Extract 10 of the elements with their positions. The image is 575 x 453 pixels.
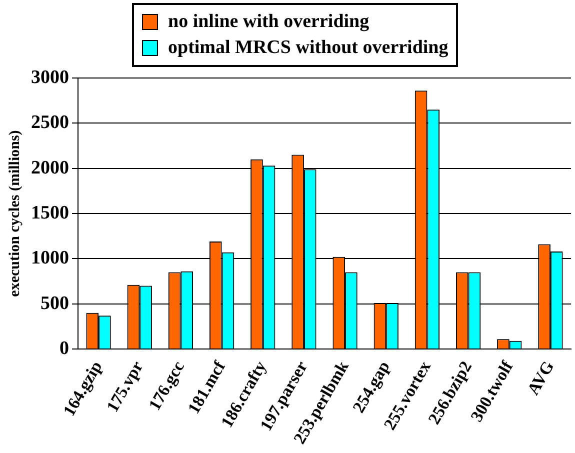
y-tick-label: 1000 [31,248,69,269]
y-tick-label: 2500 [31,112,69,134]
y-tick-label: 500 [40,292,69,314]
legend-label: no inline with overriding [168,10,370,34]
y-tick-label: 0 [60,338,69,359]
y-tick-label: 2000 [31,157,69,178]
y-axis-title: execution cycles (millions) [6,130,23,297]
y-tick-label: 1500 [31,202,69,224]
legend-label: optimal MRCS without overriding [168,36,448,60]
y-tick-label: 3000 [31,66,69,88]
